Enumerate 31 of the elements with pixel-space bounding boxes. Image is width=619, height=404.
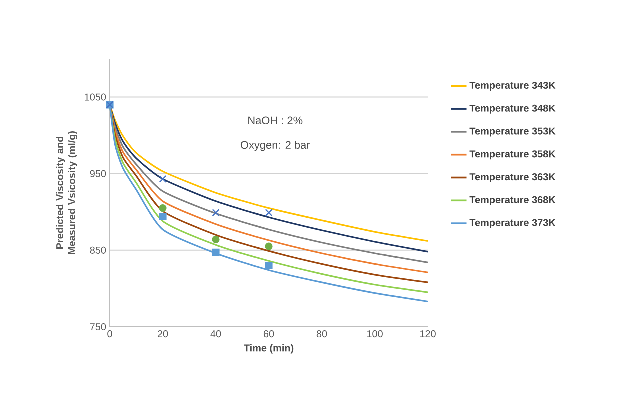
legend-label: Temperature 373K [470, 219, 556, 228]
annotation: NaOH : 2% [248, 116, 303, 125]
x-tick-label: 40 [210, 330, 222, 338]
point [265, 209, 273, 217]
legend-label: Temperature 343K [470, 82, 556, 91]
point [265, 242, 273, 250]
legend-label: Temperature 348K [470, 104, 556, 114]
y-tick-label: 950 [90, 170, 106, 178]
y-axis-title: Predicted Viscosity and Measured Vsicosity (ml/g) [56, 131, 78, 254]
point [159, 204, 167, 212]
legend-label: Temperature 353K [470, 128, 556, 137]
x-tick-label: 100 [367, 330, 383, 338]
point [212, 209, 220, 217]
point [212, 248, 220, 257]
point [159, 175, 167, 183]
y-tick-label: 750 [90, 323, 106, 331]
point [212, 236, 220, 244]
legend-label: Temperature 363K [470, 174, 556, 183]
legend-label: Temperature 358K [470, 150, 556, 160]
x-tick-label: 60 [264, 330, 274, 338]
x-tick-label: 80 [316, 330, 328, 338]
point [159, 212, 167, 221]
point [265, 262, 273, 270]
x-axis-title: Time (min) [244, 344, 294, 354]
x-tick-label: 0 [108, 330, 112, 338]
legend-label: Temperature 368K [470, 196, 556, 206]
y-tick-label: 1050 [85, 94, 106, 101]
x-tick-label: 120 [420, 330, 436, 338]
annotation: Oxygen: 2 bar [240, 140, 310, 152]
y-tick-label: 850 [90, 246, 106, 254]
x-tick-label: 20 [158, 330, 168, 338]
